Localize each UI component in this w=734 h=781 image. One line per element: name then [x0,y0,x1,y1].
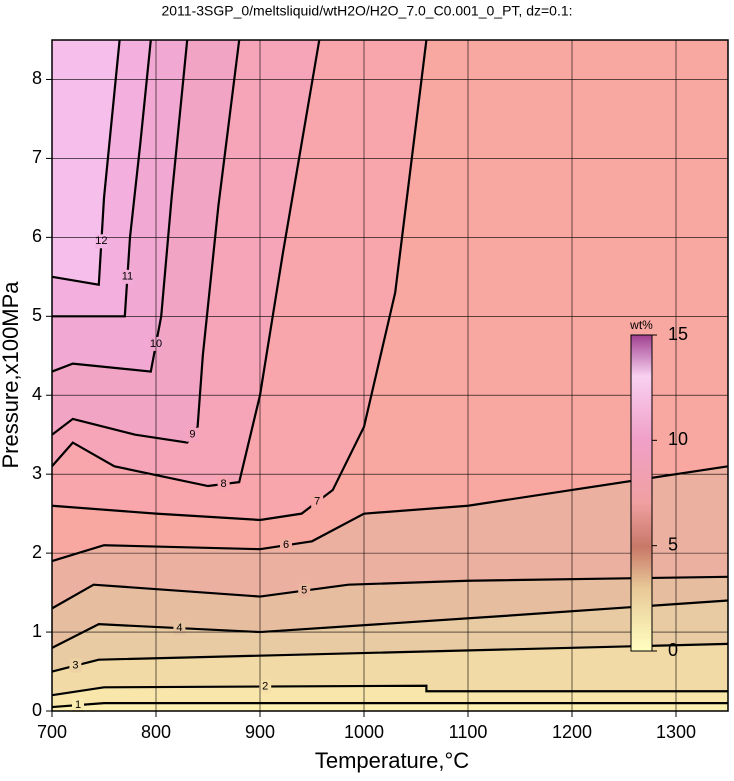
y-tick-label: 5 [32,305,42,325]
x-tick-label: 700 [37,722,67,742]
colorbar-tick-label: 15 [668,324,688,344]
contour-label-bg [69,658,82,673]
y-tick-label: 1 [32,621,42,641]
contour-label-bg [173,621,186,636]
y-tick-label: 0 [32,700,42,720]
plot-frame [51,39,729,712]
colorbar-tick-label: 10 [668,429,688,449]
chart-title: 2011-3SGP_0/meltsliquid/wtH2O/H2O_7.0_C0… [161,3,572,19]
x-tick-label: 1300 [656,722,696,742]
contour-label: 12 [95,235,107,247]
contour-label: 6 [283,539,289,551]
colorbar-tick-label: 0 [668,640,678,660]
x-tick-label: 1100 [449,722,488,742]
x-axis-label: Temperature,°C [315,748,469,773]
contour-label-bg [259,679,272,694]
contour-fill [52,703,728,711]
y-axis-label: Pressure,x100MPa [0,281,23,469]
contour-label-bg [121,269,134,284]
contour-label-bg [186,427,199,442]
colorbar [630,334,653,652]
y-tick-label: 8 [32,68,42,88]
contour-line [51,684,728,697]
contour-label: 5 [301,585,307,597]
contour-label-bg [280,538,292,553]
contour-line [51,642,729,673]
x-tick-label: 1200 [552,722,592,742]
y-tick-label: 7 [32,147,42,167]
x-tick-label: 800 [141,722,171,742]
contour-label-bg [72,698,84,713]
contour-label: 4 [176,622,182,634]
contour-label: 7 [314,496,320,508]
contour-label-bg [217,477,230,492]
x-tick-label: 1000 [344,722,384,742]
x-tick-label: 900 [245,722,275,742]
contour-label: 2 [262,680,268,692]
y-tick-label: 2 [32,542,42,562]
contour-label-bg [298,583,311,598]
contour-label: 8 [221,478,227,490]
contour-label-bg [95,234,108,249]
contour-label: 11 [122,271,133,283]
contour-label: 1 [75,699,81,711]
colorbar-label: wt% [629,318,653,332]
y-tick-label: 3 [32,463,42,483]
y-tick-label: 4 [32,384,42,404]
contour-label-bg [311,494,324,509]
contour-line [51,702,728,709]
y-tick-label: 6 [32,226,42,246]
contour-label: 9 [189,429,195,441]
colorbar-tick-label: 5 [668,534,678,554]
contour-label: 3 [72,660,78,672]
